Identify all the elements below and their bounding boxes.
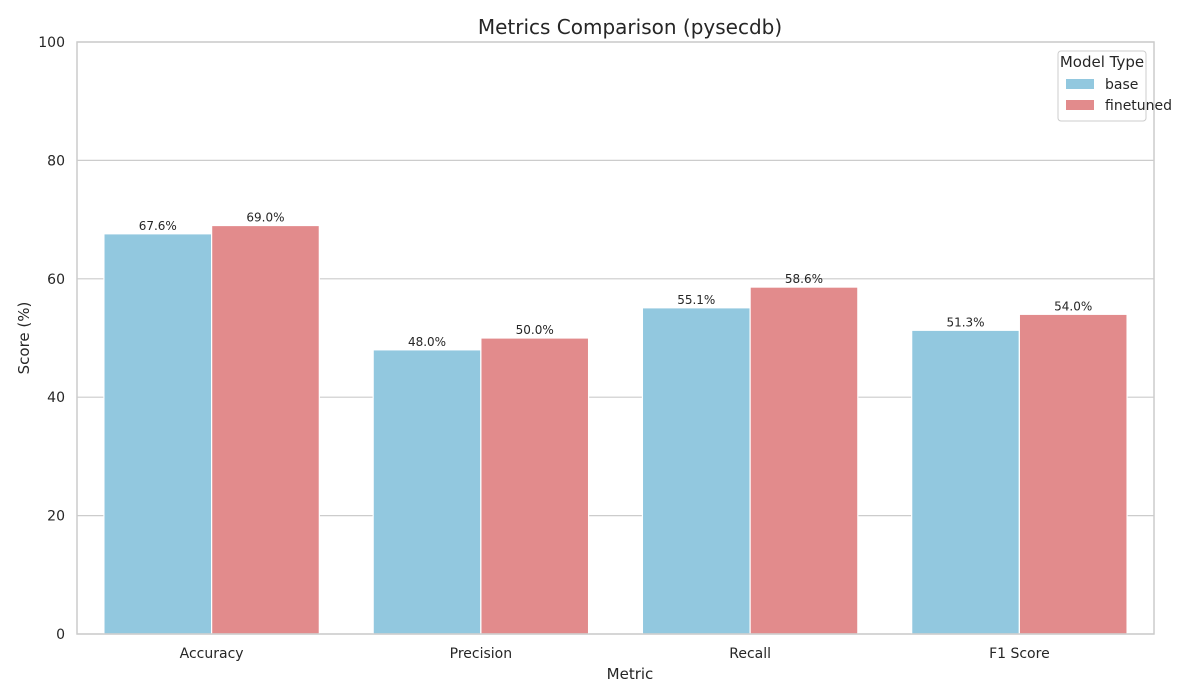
y-tick-label: 0 xyxy=(56,627,65,643)
bar-finetuned xyxy=(1018,313,1128,635)
bar-base xyxy=(911,329,1020,635)
y-tick-label: 60 xyxy=(47,272,65,288)
bar-finetuned xyxy=(480,337,590,635)
data-label: 58.6% xyxy=(785,272,823,286)
y-tick-label: 80 xyxy=(47,153,65,169)
x-tick-label: Accuracy xyxy=(180,646,244,662)
bar-base xyxy=(372,349,482,635)
plot-frame xyxy=(76,41,1155,635)
bars xyxy=(103,224,1128,635)
y-axis-label: Score (%) xyxy=(15,302,33,375)
bar-data-labels: 67.6% 69.0% 48.0% 50.0% 55.1% 58.6% 51.3% 54.0% xyxy=(139,211,1093,349)
bar-base xyxy=(641,307,751,635)
data-label: 51.3% xyxy=(946,315,984,329)
x-axis-label: Metric xyxy=(607,665,654,683)
x-tick-label: F1 Score xyxy=(989,646,1050,662)
x-axis-ticks: Accuracy Precision Recall F1 Score xyxy=(180,646,1050,662)
x-tick-label: Precision xyxy=(450,646,512,662)
data-label: 48.0% xyxy=(408,335,446,349)
legend-label-finetuned: finetuned xyxy=(1105,98,1172,114)
y-tick-label: 100 xyxy=(38,35,65,51)
data-label: 54.0% xyxy=(1054,299,1092,313)
legend-swatch-finetuned xyxy=(1066,100,1094,110)
data-label: 69.0% xyxy=(246,211,284,225)
legend-title: Model Type xyxy=(1060,53,1144,71)
data-label: 55.1% xyxy=(677,293,715,307)
bar-finetuned xyxy=(211,224,320,635)
legend-swatch-base xyxy=(1066,79,1094,89)
x-tick-label: Recall xyxy=(729,646,771,662)
data-label: 67.6% xyxy=(139,219,177,233)
legend: Model Type base finetuned xyxy=(1057,50,1172,122)
y-axis-ticks: 0 20 40 60 80 100 xyxy=(38,35,65,643)
bar-finetuned xyxy=(749,286,859,635)
bar-base xyxy=(103,233,213,635)
data-label: 50.0% xyxy=(516,323,554,337)
legend-label-base: base xyxy=(1105,77,1138,93)
chart-title: Metrics Comparison (pysecdb) xyxy=(478,15,782,39)
y-tick-label: 20 xyxy=(47,509,65,525)
legend-items: base finetuned xyxy=(1066,77,1172,114)
y-tick-label: 40 xyxy=(47,390,65,406)
